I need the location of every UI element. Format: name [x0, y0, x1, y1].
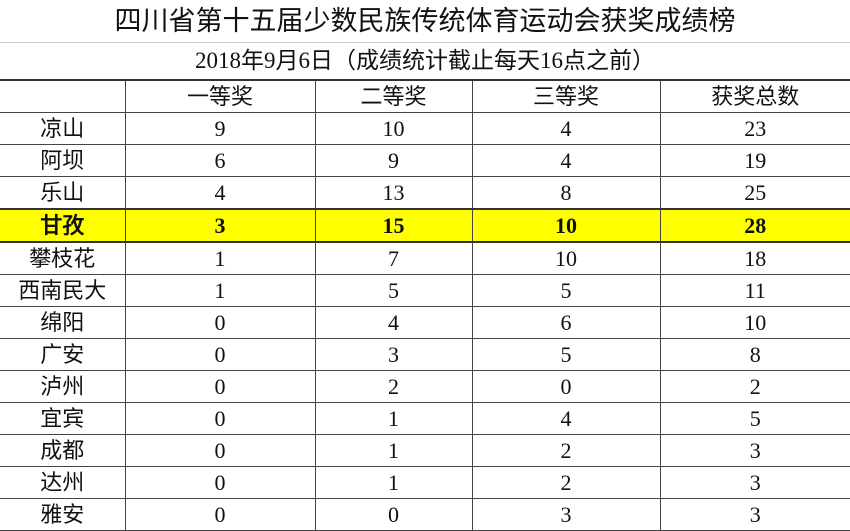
header-third-prize: 三等奖: [471, 81, 661, 113]
first-prize-count: 0: [124, 466, 316, 499]
first-prize-count: 6: [124, 144, 316, 177]
table-row: 凉山 9 10 4 23: [0, 112, 850, 145]
table-row: 乐山 4 13 8 25: [0, 176, 850, 210]
team-name: 广安: [0, 338, 126, 371]
second-prize-count: 1: [314, 402, 473, 435]
header-first-prize: 一等奖: [124, 81, 316, 113]
team-name: 雅安: [0, 498, 126, 531]
third-prize-count: 5: [471, 274, 661, 307]
table-row: 达州 0 1 2 3: [0, 466, 850, 499]
team-name: 凉山: [0, 112, 126, 145]
total-count: 10: [659, 306, 850, 339]
header-corner: [0, 81, 126, 113]
team-name: 乐山: [0, 176, 126, 210]
second-prize-count: 7: [314, 242, 473, 275]
table-row: 西南民大 1 5 5 11: [0, 274, 850, 307]
total-count: 28: [659, 208, 850, 243]
first-prize-count: 0: [124, 434, 316, 467]
third-prize-count: 4: [471, 112, 661, 145]
first-prize-count: 0: [124, 338, 316, 371]
table-row: 阿坝 6 9 4 19: [0, 144, 850, 177]
second-prize-count: 15: [314, 208, 473, 243]
second-prize-count: 13: [314, 176, 473, 210]
team-name: 泸州: [0, 370, 126, 403]
table-row: 雅安 0 0 3 3: [0, 498, 850, 531]
total-count: 5: [659, 402, 850, 435]
second-prize-count: 9: [314, 144, 473, 177]
total-count: 8: [659, 338, 850, 371]
page-subtitle: 2018年9月6日（成绩统计截止每天16点之前）: [0, 43, 850, 81]
third-prize-count: 4: [471, 144, 661, 177]
total-count: 23: [659, 112, 850, 145]
first-prize-count: 4: [124, 176, 316, 210]
second-prize-count: 5: [314, 274, 473, 307]
first-prize-count: 3: [124, 208, 316, 243]
third-prize-count: 2: [471, 434, 661, 467]
total-count: 2: [659, 370, 850, 403]
second-prize-count: 2: [314, 370, 473, 403]
second-prize-count: 1: [314, 434, 473, 467]
first-prize-count: 0: [124, 402, 316, 435]
first-prize-count: 0: [124, 370, 316, 403]
third-prize-count: 2: [471, 466, 661, 499]
total-count: 11: [659, 274, 850, 307]
third-prize-count: 5: [471, 338, 661, 371]
page-title: 四川省第十五届少数民族传统体育运动会获奖成绩榜: [0, 0, 850, 43]
third-prize-count: 10: [471, 242, 661, 275]
team-name: 达州: [0, 466, 126, 499]
first-prize-count: 1: [124, 274, 316, 307]
table-row: 广安 0 3 5 8: [0, 338, 850, 371]
third-prize-count: 8: [471, 176, 661, 210]
header-row: 一等奖 二等奖 三等奖 获奖总数: [0, 81, 850, 113]
team-name: 西南民大: [0, 274, 126, 307]
team-name: 宜宾: [0, 402, 126, 435]
total-count: 3: [659, 434, 850, 467]
third-prize-count: 3: [471, 498, 661, 531]
second-prize-count: 10: [314, 112, 473, 145]
table-row: 成都 0 1 2 3: [0, 434, 850, 467]
second-prize-count: 1: [314, 466, 473, 499]
first-prize-count: 0: [124, 306, 316, 339]
third-prize-count: 4: [471, 402, 661, 435]
table-row: 宜宾 0 1 4 5: [0, 402, 850, 435]
first-prize-count: 1: [124, 242, 316, 275]
total-count: 3: [659, 466, 850, 499]
table-row: 攀枝花 1 7 10 18: [0, 242, 850, 275]
table-row: 绵阳 0 4 6 10: [0, 306, 850, 339]
second-prize-count: 4: [314, 306, 473, 339]
total-count: 18: [659, 242, 850, 275]
third-prize-count: 0: [471, 370, 661, 403]
medal-table: 一等奖 二等奖 三等奖 获奖总数 凉山 9 10 4 23 阿坝 6 9 4 19 乐山 4 13 8 25…: [0, 81, 850, 531]
header-total: 获奖总数: [659, 81, 850, 113]
team-name: 阿坝: [0, 144, 126, 177]
table-row: 泸州 0 2 0 2: [0, 370, 850, 403]
table-row: 甘孜 3 15 10 28: [0, 208, 850, 243]
team-name: 成都: [0, 434, 126, 467]
header-second-prize: 二等奖: [314, 81, 473, 113]
second-prize-count: 0: [314, 498, 473, 531]
first-prize-count: 9: [124, 112, 316, 145]
team-name: 甘孜: [0, 208, 126, 243]
third-prize-count: 10: [471, 208, 661, 243]
total-count: 3: [659, 498, 850, 531]
third-prize-count: 6: [471, 306, 661, 339]
first-prize-count: 0: [124, 498, 316, 531]
team-name: 攀枝花: [0, 242, 126, 275]
total-count: 19: [659, 144, 850, 177]
second-prize-count: 3: [314, 338, 473, 371]
team-name: 绵阳: [0, 306, 126, 339]
total-count: 25: [659, 176, 850, 210]
